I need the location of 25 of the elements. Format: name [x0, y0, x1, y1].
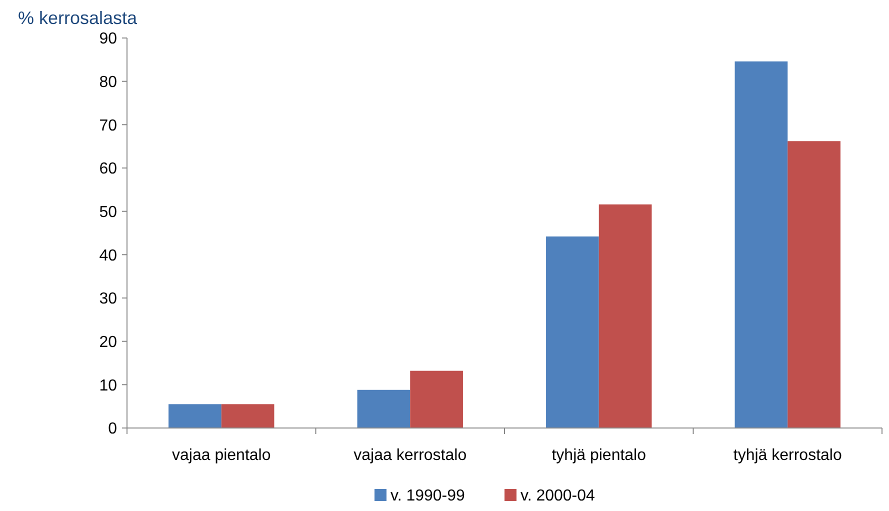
- bar: [357, 390, 410, 428]
- y-tick-label: 0: [108, 420, 118, 438]
- bar: [168, 404, 222, 428]
- bar: [598, 204, 652, 428]
- bar: [221, 404, 274, 428]
- bar: [546, 236, 599, 428]
- y-tick-label: 60: [99, 160, 118, 178]
- x-tick-label: tyhjä pientalo: [552, 447, 646, 464]
- y-tick-label: 90: [99, 30, 118, 48]
- y-tick-label: 50: [99, 204, 118, 221]
- bar: [788, 141, 840, 428]
- y-tick-label: 30: [99, 290, 118, 308]
- y-tick-label: 70: [99, 117, 118, 134]
- legend-label: v. 2000-04: [520, 488, 596, 505]
- y-tick-label: 10: [99, 377, 118, 394]
- legend-label: v. 1990-99: [390, 488, 466, 505]
- y-tick-label: 20: [99, 334, 118, 351]
- y-tick-label: 80: [99, 74, 118, 91]
- x-tick-label: tyhjä kerrostalo: [733, 447, 842, 464]
- bar: [410, 370, 463, 428]
- x-tick-label: vajaa pientalo: [172, 447, 271, 464]
- bar: [734, 61, 788, 428]
- y-tick-label: 40: [99, 247, 118, 264]
- x-tick-label: vajaa kerrostalo: [354, 447, 467, 464]
- y-axis-title: % kerrosalasta: [18, 8, 138, 28]
